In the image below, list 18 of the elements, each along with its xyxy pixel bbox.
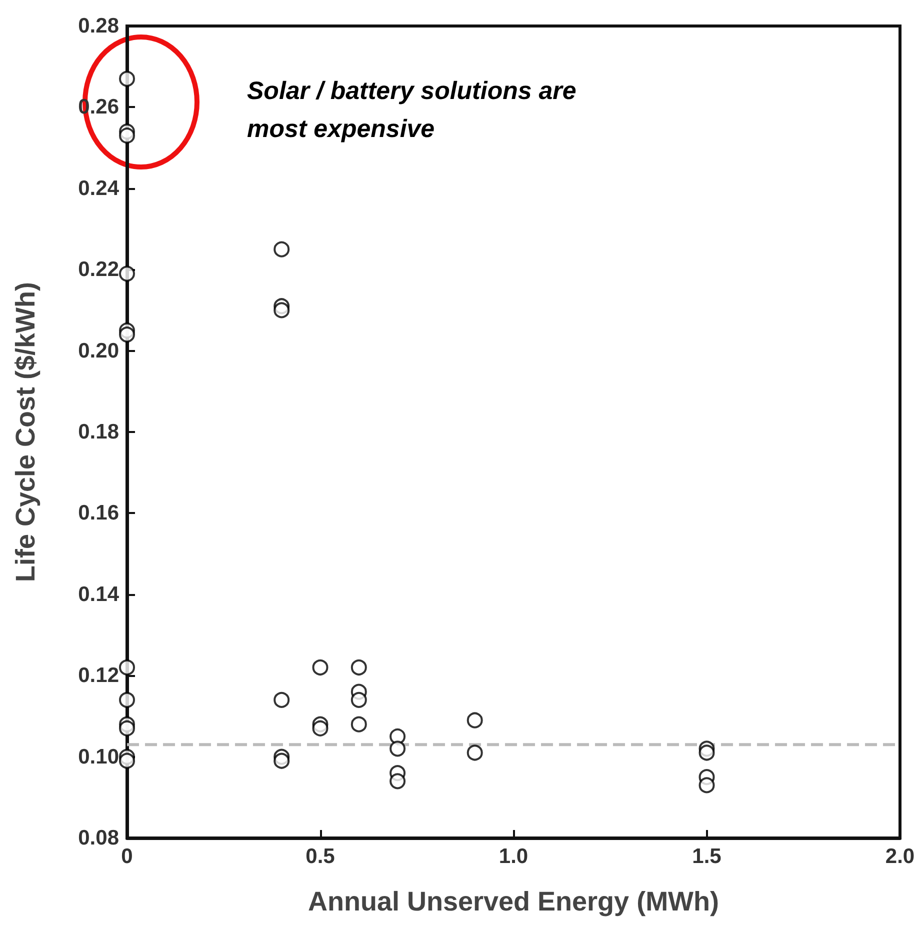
y-tick-label: 0.18 bbox=[78, 420, 120, 444]
y-tick-label: 0.20 bbox=[78, 339, 119, 362]
x-axis-title: Annual Unserved Energy (MWh) bbox=[308, 886, 720, 916]
y-tick-label: 0.24 bbox=[78, 176, 120, 200]
y-tick-label: 0.08 bbox=[78, 826, 120, 850]
y-tick-label: 0.16 bbox=[78, 502, 119, 525]
y-tick-label: 0.10 bbox=[78, 745, 119, 768]
y-tick-label: 0.28 bbox=[78, 14, 120, 38]
x-tick-label: 1.0 bbox=[498, 845, 528, 868]
y-axis-title: Life Cycle Cost ($/kWh) bbox=[10, 282, 40, 582]
y-tick-label: 0.12 bbox=[78, 664, 119, 688]
x-tick-label: 0 bbox=[121, 845, 133, 868]
y-tick-label: 0.22 bbox=[78, 258, 119, 282]
x-tick-label: 2.0 bbox=[885, 845, 915, 868]
y-tick-label: 0.14 bbox=[78, 582, 120, 606]
x-tick-label: 1.5 bbox=[692, 845, 722, 868]
annotation: Solar / battery solutions are most expensive bbox=[247, 77, 584, 143]
x-tick-label: 0.5 bbox=[306, 845, 336, 868]
